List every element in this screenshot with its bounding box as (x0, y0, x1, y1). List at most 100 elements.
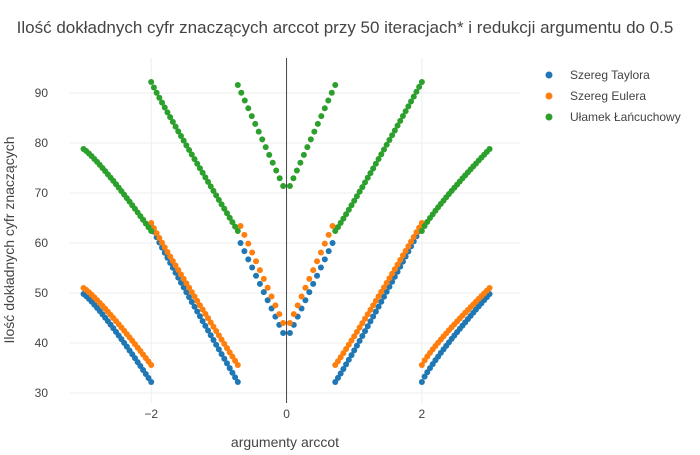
data-point (337, 370, 344, 377)
data-point (156, 94, 163, 101)
legend-item[interactable]: Szereg Eulera (545, 89, 647, 103)
data-point (353, 342, 360, 349)
data-point (205, 178, 212, 185)
data-point (196, 313, 203, 320)
data-point (272, 302, 279, 309)
data-point (418, 79, 425, 85)
data-point (325, 231, 332, 238)
data-point (399, 113, 406, 120)
data-point (370, 313, 377, 320)
data-point (383, 288, 390, 295)
data-point (218, 351, 225, 358)
data-point (375, 303, 382, 310)
data-point (380, 284, 387, 291)
data-point (386, 137, 393, 144)
data-point (391, 127, 398, 134)
data-point (367, 306, 374, 313)
data-point (213, 328, 220, 335)
legend-marker (545, 92, 553, 100)
data-point (286, 183, 293, 189)
data-point (188, 289, 195, 296)
data-point (345, 206, 352, 213)
data-point (302, 284, 309, 291)
data-point (234, 228, 241, 234)
data-point (241, 97, 248, 104)
data-point (372, 160, 379, 167)
data-point (215, 346, 222, 353)
x-tick-label: −2 (144, 407, 158, 421)
data-point (362, 328, 369, 335)
data-point (314, 120, 321, 127)
data-point (167, 114, 174, 121)
data-point (218, 336, 225, 343)
data-point (273, 167, 280, 174)
data-point (191, 303, 198, 310)
data-point (148, 79, 155, 85)
data-point (418, 228, 425, 234)
data-point (234, 82, 241, 88)
data-point (351, 347, 358, 354)
data-point (205, 327, 212, 334)
data-point (486, 285, 493, 291)
data-point (394, 261, 401, 268)
data-point (164, 109, 171, 116)
series-1 (80, 220, 493, 368)
y-tick-label: 50 (35, 286, 49, 300)
data-point (389, 270, 396, 277)
legend-item[interactable]: Szereg Taylora (545, 68, 651, 82)
data-point (248, 113, 255, 120)
data-point (188, 298, 195, 305)
data-point (260, 289, 267, 296)
data-point (391, 266, 398, 273)
data-point (353, 328, 360, 335)
data-point (237, 223, 244, 229)
data-point (356, 324, 363, 331)
data-point (161, 244, 168, 251)
data-point (359, 184, 366, 191)
data-point (159, 239, 166, 246)
data-point (351, 333, 358, 340)
data-point (348, 352, 355, 359)
data-point (226, 365, 233, 372)
data-point (153, 89, 160, 96)
data-point (364, 174, 371, 181)
data-point (302, 297, 309, 304)
data-point (237, 240, 244, 246)
data-point (410, 93, 417, 100)
legend-label: Szereg Eulera (570, 89, 646, 103)
data-point (340, 215, 347, 222)
data-point (343, 211, 350, 218)
data-point (314, 272, 321, 279)
legend-item[interactable]: Ułamek Łańcuchowy (545, 110, 681, 124)
data-point (232, 374, 239, 381)
data-point (210, 323, 217, 330)
data-point (329, 240, 336, 246)
data-point (148, 379, 155, 385)
data-point (280, 320, 287, 326)
data-point (328, 89, 335, 96)
legend: Szereg Taylora Szereg Eulera Ułamek Łańcuc… (545, 68, 681, 124)
data-point (169, 118, 176, 125)
data-point (378, 288, 385, 295)
data-point (218, 201, 225, 208)
data-point (269, 159, 276, 166)
data-point (183, 289, 190, 296)
data-point (298, 293, 305, 300)
data-point (306, 289, 313, 296)
data-point (397, 117, 404, 124)
data-point (337, 219, 344, 226)
data-point (221, 340, 228, 347)
data-point (199, 169, 206, 176)
data-point (180, 275, 187, 282)
data-point (260, 275, 267, 282)
x-tick-label: 2 (419, 407, 426, 421)
data-point (191, 156, 198, 163)
data-point (334, 374, 341, 381)
data-point (245, 256, 252, 263)
data-point (321, 240, 328, 247)
data-point (256, 267, 263, 274)
data-point (421, 373, 428, 380)
data-point (413, 88, 420, 95)
